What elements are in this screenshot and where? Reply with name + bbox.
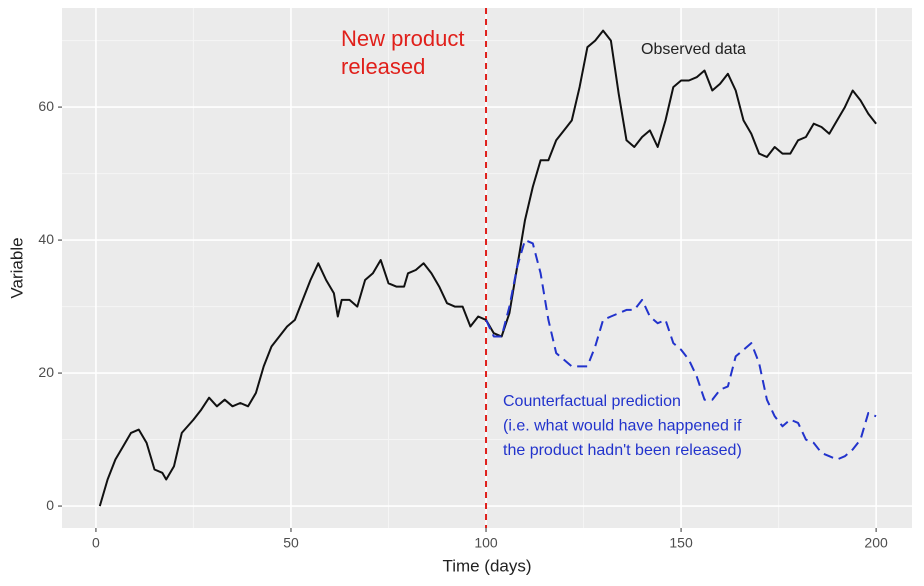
y-tick-label: 60 [38,98,54,114]
y-tick-label: 40 [38,231,54,247]
data-line [98,29,877,507]
x-tick-label: 0 [92,535,100,551]
x-tick-label: 50 [283,535,299,551]
annotation: Observed data [641,41,746,58]
x-tick-label: 200 [864,535,888,551]
annotation: Counterfactual prediction [503,393,681,410]
y-tick-label: 20 [38,364,54,380]
annotation: New product [341,26,465,51]
annotation: the product hadn't been released) [503,442,742,459]
y-axis-title: Variable [7,237,26,298]
data-line [485,239,877,461]
annotation: released [341,54,425,79]
y-tick-label: 0 [46,497,54,513]
x-tick-label: 150 [669,535,693,551]
annotation: (i.e. what would have happened if [503,418,742,435]
x-axis-title: Time (days) [442,556,531,575]
x-tick-label: 100 [474,535,498,551]
